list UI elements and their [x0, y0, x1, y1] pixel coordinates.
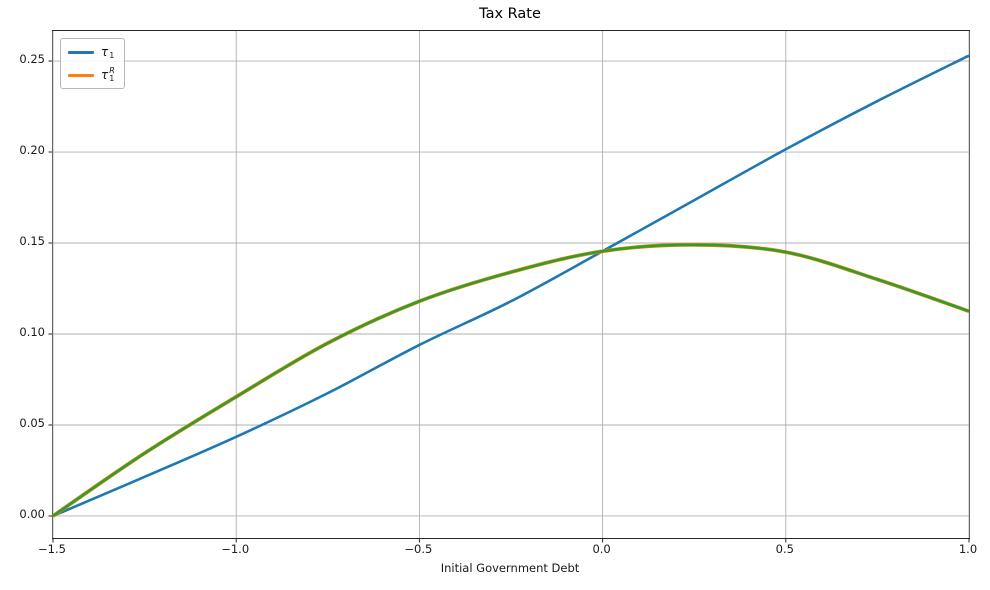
legend-subscript: 1 — [109, 51, 115, 60]
legend-line-sample-tau1R — [68, 73, 94, 77]
x-tick-label: 0.5 — [775, 542, 794, 556]
legend-subscript: 1 — [109, 74, 115, 83]
y-tick-label: 0.25 — [19, 52, 45, 67]
x-tick-label: −1.5 — [38, 542, 66, 556]
tau-symbol: τ — [101, 45, 109, 59]
y-tick-label: 0.00 — [19, 506, 45, 521]
tau-symbol: τ — [101, 68, 109, 82]
x-axis-label: Initial Government Debt — [440, 561, 580, 575]
y-tick-label: 0.20 — [19, 143, 45, 158]
y-tick-label: 0.15 — [19, 234, 45, 248]
legend-superscript: R — [109, 66, 115, 75]
x-tick-label: −1.0 — [221, 542, 250, 556]
series-line-2 — [52, 243, 970, 518]
series-line-0 — [52, 54, 970, 518]
x-tick-label: −0.5 — [404, 542, 433, 556]
plot-canvas — [48, 31, 970, 543]
x-tick-label: 1.0 — [958, 542, 978, 556]
y-tick-label: 0.05 — [19, 415, 45, 430]
legend-line-sample-tau1 — [68, 50, 94, 54]
chart-title: Tax Rate — [479, 6, 541, 22]
series-line-1 — [51, 242, 970, 518]
y-tick-label: 0.10 — [19, 324, 45, 339]
x-tick-label: 0.0 — [592, 542, 611, 556]
